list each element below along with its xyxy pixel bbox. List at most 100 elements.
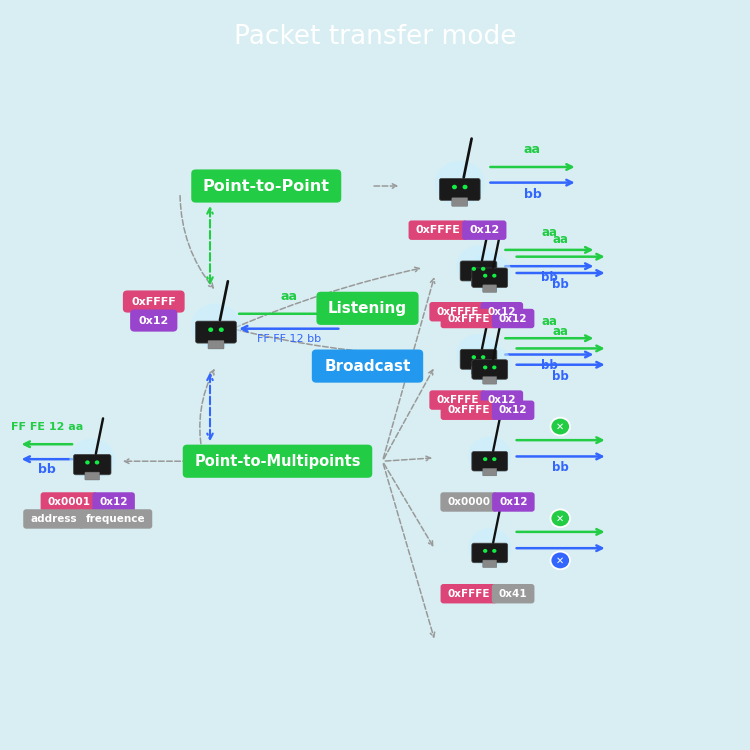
Circle shape	[483, 274, 488, 278]
Circle shape	[483, 458, 488, 461]
Text: 0x41: 0x41	[499, 589, 527, 598]
FancyBboxPatch shape	[483, 376, 496, 384]
FancyBboxPatch shape	[123, 290, 184, 313]
Circle shape	[452, 184, 457, 189]
Text: Listening: Listening	[328, 301, 407, 316]
Text: ✕: ✕	[556, 422, 564, 431]
Text: aa: aa	[552, 233, 568, 246]
FancyBboxPatch shape	[481, 302, 524, 322]
FancyBboxPatch shape	[492, 400, 534, 420]
FancyBboxPatch shape	[409, 220, 467, 240]
Text: FF FF 12 bb: FF FF 12 bb	[256, 334, 321, 344]
Text: 0x12: 0x12	[499, 314, 527, 323]
Text: 0xFFFE: 0xFFFE	[448, 589, 490, 598]
FancyBboxPatch shape	[79, 509, 152, 529]
Text: 0xFFFE: 0xFFFE	[436, 395, 479, 405]
FancyBboxPatch shape	[196, 321, 236, 343]
Circle shape	[468, 528, 512, 568]
Circle shape	[481, 356, 485, 359]
Text: aa: aa	[541, 315, 557, 328]
FancyBboxPatch shape	[191, 170, 341, 202]
Text: 0x12: 0x12	[470, 225, 500, 236]
FancyBboxPatch shape	[483, 560, 496, 568]
Text: Point-to-Point: Point-to-Point	[202, 178, 330, 194]
FancyBboxPatch shape	[40, 492, 98, 512]
FancyBboxPatch shape	[472, 268, 508, 287]
Text: ✕: ✕	[556, 556, 564, 566]
Text: bb: bb	[38, 464, 56, 476]
FancyBboxPatch shape	[471, 278, 486, 286]
FancyBboxPatch shape	[440, 309, 497, 328]
FancyBboxPatch shape	[492, 492, 535, 512]
Text: FF FE 12 aa: FF FE 12 aa	[11, 422, 83, 432]
Text: bb: bb	[552, 461, 568, 475]
Circle shape	[463, 184, 467, 189]
FancyBboxPatch shape	[429, 390, 486, 410]
FancyBboxPatch shape	[472, 360, 508, 380]
Text: aa: aa	[541, 226, 557, 239]
FancyBboxPatch shape	[429, 302, 486, 322]
Circle shape	[456, 245, 501, 286]
Circle shape	[209, 328, 213, 332]
Circle shape	[468, 345, 512, 384]
FancyBboxPatch shape	[452, 198, 468, 206]
Text: 0x12: 0x12	[488, 307, 516, 316]
FancyBboxPatch shape	[481, 390, 524, 410]
Text: 0x12: 0x12	[488, 395, 516, 405]
Text: bb: bb	[541, 359, 557, 373]
Text: aa: aa	[280, 290, 297, 303]
FancyBboxPatch shape	[74, 454, 111, 475]
Circle shape	[468, 253, 512, 292]
Circle shape	[472, 267, 476, 271]
Text: bb: bb	[552, 278, 568, 291]
FancyBboxPatch shape	[460, 350, 496, 369]
FancyBboxPatch shape	[472, 543, 508, 562]
FancyBboxPatch shape	[440, 178, 480, 200]
Circle shape	[70, 439, 115, 480]
Text: 0x0001: 0x0001	[47, 497, 91, 507]
Circle shape	[492, 274, 496, 278]
FancyBboxPatch shape	[460, 261, 496, 281]
Circle shape	[219, 328, 224, 332]
Circle shape	[468, 436, 512, 476]
Circle shape	[550, 551, 570, 569]
Circle shape	[550, 418, 570, 436]
FancyBboxPatch shape	[471, 367, 486, 374]
Text: 0x12: 0x12	[99, 497, 128, 507]
FancyBboxPatch shape	[440, 400, 497, 420]
Text: 0xFFFE: 0xFFFE	[416, 225, 460, 236]
FancyBboxPatch shape	[183, 445, 372, 478]
Text: address: address	[30, 514, 76, 524]
Circle shape	[483, 549, 488, 553]
FancyBboxPatch shape	[208, 340, 224, 349]
Circle shape	[492, 549, 496, 553]
FancyBboxPatch shape	[85, 472, 100, 480]
Circle shape	[492, 458, 496, 461]
Text: 0x12: 0x12	[499, 497, 527, 507]
Text: bb: bb	[552, 370, 568, 382]
Circle shape	[435, 160, 484, 206]
FancyBboxPatch shape	[440, 492, 497, 512]
Text: bb: bb	[541, 272, 557, 284]
FancyBboxPatch shape	[462, 220, 506, 240]
Text: aa: aa	[552, 325, 568, 338]
Circle shape	[492, 365, 496, 370]
Circle shape	[483, 365, 488, 370]
Circle shape	[472, 356, 476, 359]
Circle shape	[191, 304, 241, 349]
Text: Point-to-Multipoints: Point-to-Multipoints	[194, 454, 361, 469]
Text: ✕: ✕	[556, 513, 564, 523]
Circle shape	[456, 334, 501, 374]
Text: 0xFFFE: 0xFFFE	[448, 405, 491, 416]
Text: Packet transfer mode: Packet transfer mode	[234, 24, 516, 50]
FancyBboxPatch shape	[23, 509, 84, 529]
FancyBboxPatch shape	[92, 492, 135, 512]
Text: 0xFFFE: 0xFFFE	[436, 307, 479, 316]
Circle shape	[94, 460, 99, 464]
FancyBboxPatch shape	[312, 350, 423, 382]
FancyBboxPatch shape	[483, 285, 496, 292]
Text: frequence: frequence	[86, 514, 146, 524]
Text: Broadcast: Broadcast	[324, 358, 411, 374]
Circle shape	[481, 267, 485, 271]
FancyBboxPatch shape	[130, 310, 177, 332]
